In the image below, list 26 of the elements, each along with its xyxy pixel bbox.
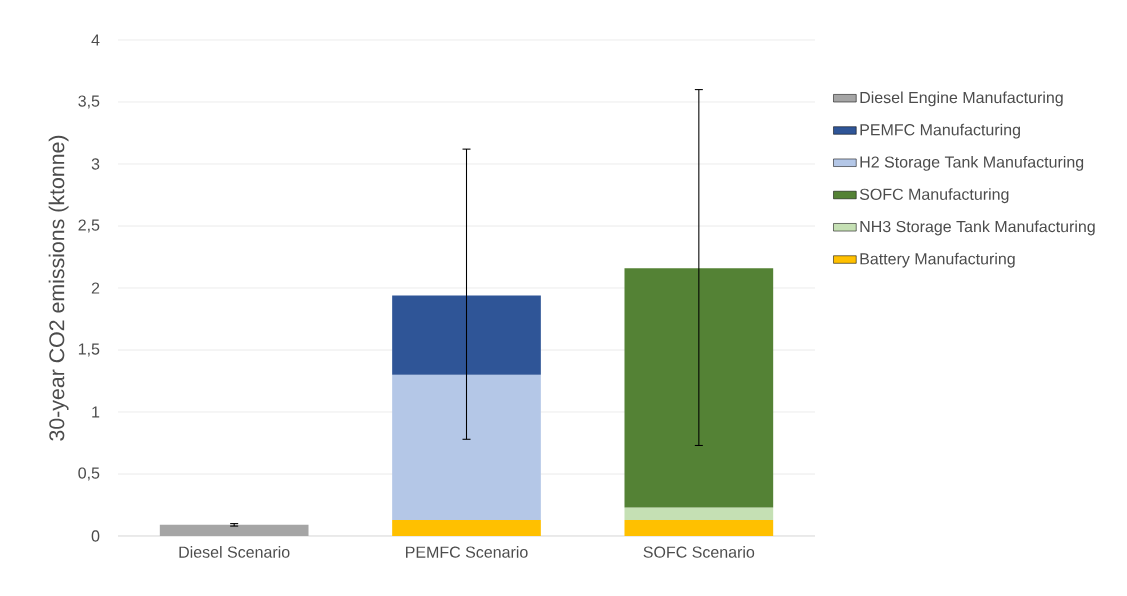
y-axis-title: 30-year CO2 emissions (ktonne) [48, 135, 69, 441]
bar [392, 295, 541, 375]
y-tick-label: 4 [91, 34, 100, 46]
x-tick-label: PEMFC Scenario [406, 546, 528, 558]
bar [159, 524, 309, 536]
bar [624, 519, 774, 536]
legend-label: PEMFC Manufacturing [860, 123, 1020, 139]
y-tick-label: 3 [91, 158, 100, 170]
y-tick-label: 1 [92, 406, 100, 418]
x-tick-label: SOFC Scenario [643, 546, 755, 558]
legend-label: Diesel Engine Manufacturing [860, 91, 1063, 107]
y-tick-label: 1,5 [78, 343, 100, 357]
y-tick-label: 2 [91, 282, 100, 294]
bar [624, 268, 774, 508]
bar [392, 374, 541, 520]
bar [624, 507, 774, 520]
bar [392, 519, 541, 536]
y-tick-label: 0,5 [78, 467, 100, 481]
legend-label: SOFC Manufacturing [859, 188, 1009, 204]
x-tick-label: Diesel Scenario [179, 546, 290, 558]
legend-label: NH3 Storage Tank Manufacturing [860, 220, 1095, 236]
y-tick-label: 3,5 [78, 95, 100, 109]
y-tick-label: 2,5 [78, 219, 100, 233]
legend-label: Battery Manufacturing [860, 252, 1015, 268]
legend-label: H2 Storage Tank Manufacturing [860, 155, 1084, 171]
y-tick-label: 0 [91, 530, 100, 542]
